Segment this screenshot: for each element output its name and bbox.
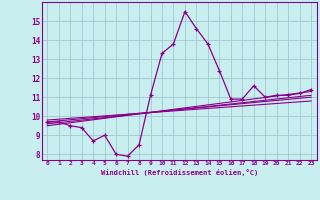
X-axis label: Windchill (Refroidissement éolien,°C): Windchill (Refroidissement éolien,°C) — [100, 169, 258, 176]
